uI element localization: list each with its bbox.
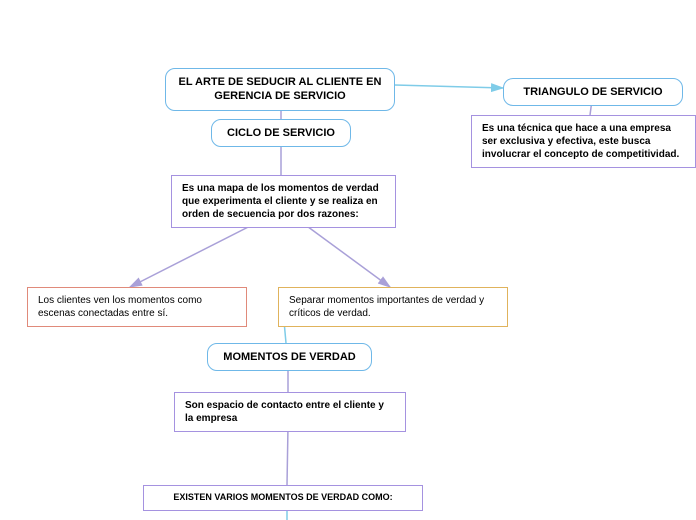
node-existen: EXISTEN VARIOS MOMENTOS DE VERDAD COMO: [143, 485, 423, 511]
node-momentos_desc: Son espacio de contacto entre el cliente… [174, 392, 406, 432]
node-triangulo_desc: Es una técnica que hace a una empresa se… [471, 115, 696, 168]
node-razon1: Los clientes ven los momentos como escen… [27, 287, 247, 327]
node-ciclo: CICLO DE SERVICIO [211, 119, 351, 147]
connector-8 [287, 426, 288, 485]
connector-4 [130, 221, 260, 287]
node-main_title: EL ARTE DE SEDUCIR AL CLIENTE EN GERENCI… [165, 68, 395, 111]
node-razon2: Separar momentos importantes de verdad y… [278, 287, 508, 327]
node-ciclo_desc: Es una mapa de los momentos de verdad qu… [171, 175, 396, 228]
node-momentos: MOMENTOS DE VERDAD [207, 343, 372, 371]
connector-5 [300, 221, 390, 287]
connector-0 [395, 85, 503, 88]
node-triangulo: TRIANGULO DE SERVICIO [503, 78, 683, 106]
